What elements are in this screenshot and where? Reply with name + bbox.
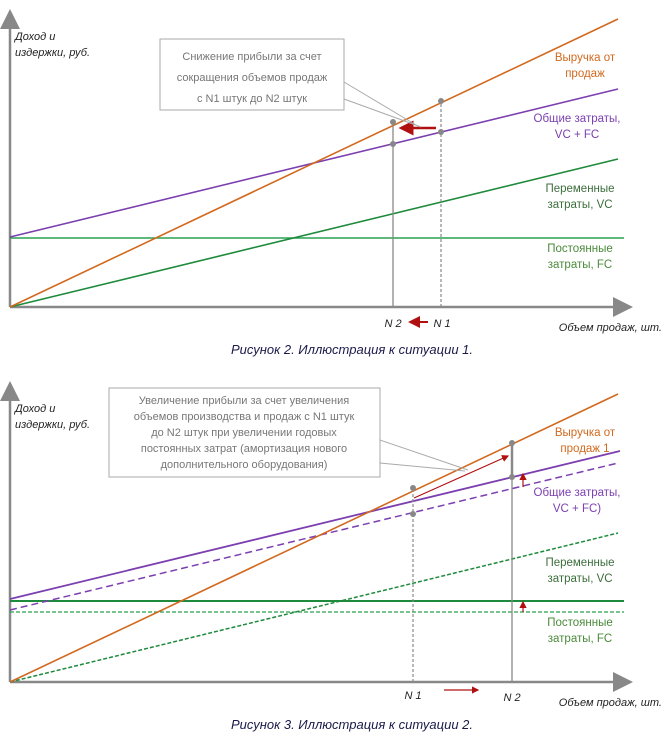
- callout-box: [159, 38, 345, 111]
- callout-text: Увеличение прибыли за счет увеличения объ…: [134, 395, 355, 471]
- variable-cost-line: [9, 158, 619, 308]
- variable-cost-line: [9, 532, 619, 683]
- revenue-label: Выручка от продаж 1: [555, 427, 616, 455]
- x-axis-label: Объем продаж, шт.: [559, 697, 662, 709]
- n1-label: N 1: [433, 318, 450, 330]
- x-axis-label: Объем продаж, шт.: [559, 322, 662, 334]
- point: [509, 440, 515, 446]
- fixed-cost-label: Постоянные затраты, FC: [547, 617, 613, 645]
- n1-label: N 1: [404, 690, 421, 702]
- revenue-label: Выручка от продаж: [555, 52, 616, 80]
- figure-1: Снижение прибыли за счет сокращения объем…: [0, 9, 662, 357]
- callout-pointer: [379, 439, 469, 471]
- y-axis-label: Доход и издержки, руб.: [13, 31, 90, 59]
- total-cost-label: Общие затраты, VC + FC: [534, 113, 621, 141]
- callout-pointer: [343, 81, 417, 126]
- fixed-cost-label: Постоянные затраты, FC: [547, 243, 613, 271]
- callout-box: [108, 387, 381, 478]
- variable-cost-label: Переменные затраты, VC: [545, 183, 614, 211]
- total-cost-line-new: [9, 450, 621, 600]
- callout-pointer: [343, 98, 422, 128]
- n2-label: N 2: [503, 692, 520, 704]
- point: [410, 485, 416, 491]
- revenue-line: [9, 18, 619, 308]
- point: [438, 129, 444, 135]
- figure-2: Увеличение прибыли за счет увеличения объ…: [0, 381, 662, 732]
- y-axis-label: Доход и издержки, руб.: [13, 403, 90, 431]
- total-cost-label: Общие затраты, VC + FC): [534, 487, 621, 515]
- revenue-line: [9, 393, 619, 683]
- figure-caption: Рисунок 2. Иллюстрация к ситуации 1.: [231, 342, 473, 357]
- callout-pointer: [379, 462, 466, 472]
- point: [509, 474, 515, 480]
- variable-cost-label: Переменные затраты, VC: [545, 557, 614, 585]
- point: [438, 98, 444, 104]
- point: [410, 511, 416, 517]
- figure-caption: Рисунок 3. Иллюстрация к ситуации 2.: [231, 717, 473, 732]
- n2-label: N 2: [384, 318, 401, 330]
- total-cost-line-old: [9, 462, 619, 611]
- callout-text: Снижение прибыли за счет сокращения объем…: [177, 51, 328, 105]
- increase-arrow: [413, 455, 510, 499]
- point: [390, 119, 396, 125]
- point: [390, 141, 396, 147]
